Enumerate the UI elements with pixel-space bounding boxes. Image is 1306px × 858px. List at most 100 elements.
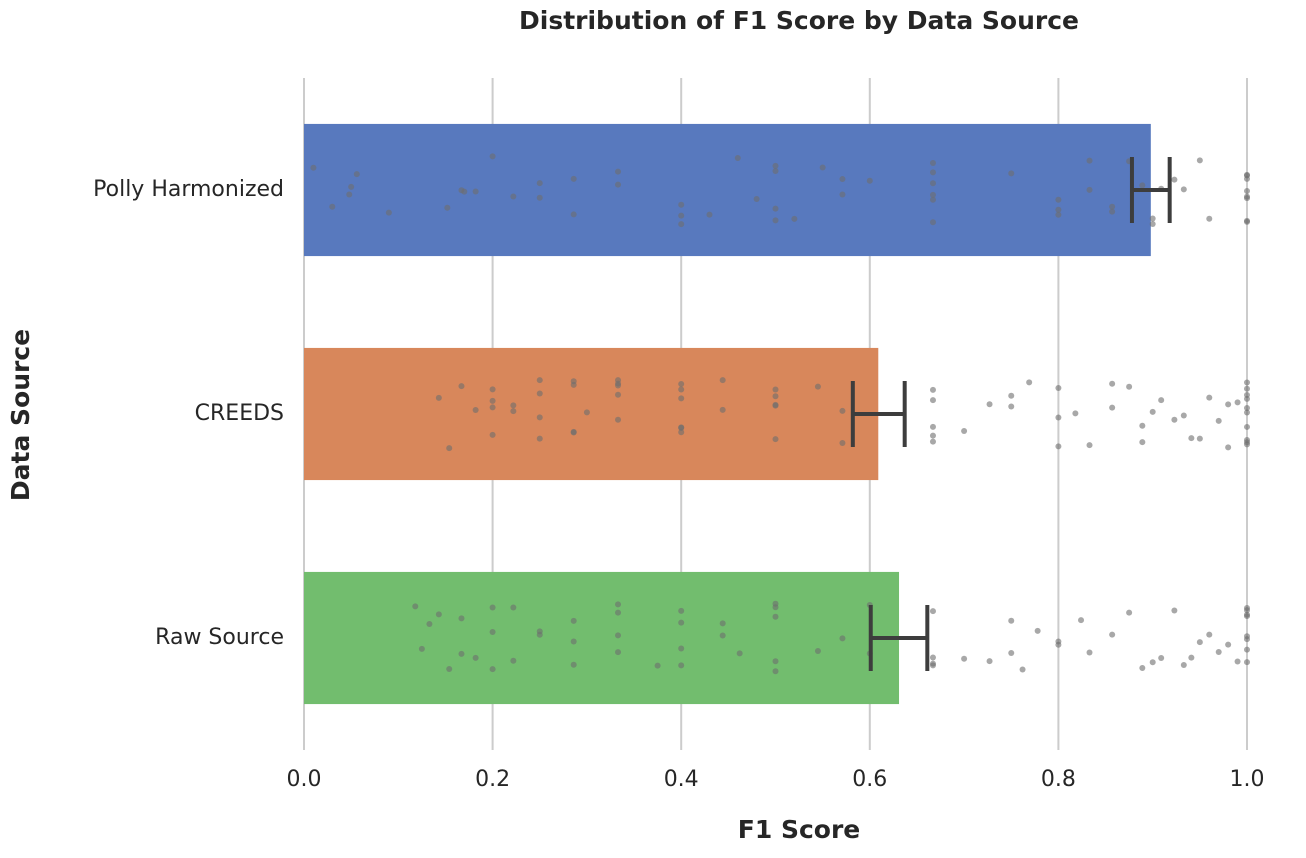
strip-point bbox=[929, 397, 936, 404]
strip-point bbox=[489, 397, 496, 404]
strip-point bbox=[772, 658, 779, 665]
strip-point bbox=[678, 429, 685, 436]
x-tick-label: 0.6 bbox=[852, 767, 887, 792]
y-tick-label: Polly Harmonized bbox=[93, 177, 284, 202]
strip-point bbox=[458, 383, 465, 390]
strip-point bbox=[772, 401, 779, 408]
strip-point bbox=[570, 638, 577, 645]
strip-point bbox=[1055, 196, 1062, 203]
strip-point bbox=[1072, 410, 1079, 417]
strip-point bbox=[1244, 171, 1250, 178]
strip-point bbox=[458, 650, 465, 657]
strip-point bbox=[1019, 666, 1026, 673]
strip-point bbox=[678, 201, 685, 208]
strip-point bbox=[1196, 639, 1203, 646]
strip-point bbox=[1196, 157, 1203, 164]
strip-point bbox=[418, 645, 425, 652]
strip-point bbox=[929, 438, 936, 445]
strip-point bbox=[839, 191, 846, 198]
strip-point bbox=[472, 654, 479, 661]
strip-point bbox=[615, 609, 622, 616]
strip-point bbox=[678, 607, 685, 614]
strip-point bbox=[510, 408, 517, 415]
strip-point bbox=[446, 445, 453, 452]
strip-point bbox=[489, 404, 496, 411]
strip-point bbox=[1139, 422, 1146, 429]
strip-point bbox=[489, 666, 496, 673]
strip-point bbox=[929, 191, 936, 198]
strip-point bbox=[461, 188, 468, 195]
strip-point bbox=[1244, 607, 1250, 614]
strip-point bbox=[772, 386, 779, 393]
strip-point bbox=[489, 153, 496, 160]
strip-point bbox=[719, 406, 726, 413]
strip-point bbox=[1158, 397, 1165, 404]
strip-point bbox=[1171, 176, 1178, 183]
strip-point bbox=[678, 619, 685, 626]
strip-point bbox=[1244, 395, 1250, 402]
strip-point bbox=[839, 407, 846, 414]
strip-point bbox=[510, 657, 517, 664]
strip-point bbox=[1078, 617, 1085, 624]
strip-point bbox=[1206, 631, 1213, 638]
strip-point bbox=[753, 195, 760, 202]
strip-point bbox=[791, 215, 798, 222]
strip-point bbox=[929, 386, 936, 393]
strip-point bbox=[1244, 441, 1250, 448]
strip-point bbox=[1109, 208, 1116, 215]
strip-point bbox=[1139, 439, 1146, 446]
strip-point bbox=[1234, 399, 1241, 406]
strip-point bbox=[929, 160, 936, 167]
x-tick-label: 0.2 bbox=[475, 767, 510, 792]
strip-point bbox=[1196, 435, 1203, 442]
strip-point bbox=[1188, 654, 1195, 661]
strip-point bbox=[1188, 435, 1195, 442]
strip-point bbox=[1008, 403, 1015, 410]
strip-point bbox=[1225, 401, 1232, 408]
bar bbox=[304, 123, 1151, 257]
strip-point bbox=[929, 219, 936, 226]
strip-point bbox=[929, 196, 936, 203]
strip-point bbox=[678, 424, 685, 431]
strip-point bbox=[1180, 662, 1187, 669]
strip-point bbox=[489, 431, 496, 438]
strip-point bbox=[1244, 613, 1250, 620]
strip-point bbox=[1171, 416, 1178, 423]
strip-point bbox=[570, 428, 577, 435]
strip-point bbox=[929, 432, 936, 439]
strip-point bbox=[929, 180, 936, 187]
strip-point bbox=[1149, 220, 1156, 227]
strip-point bbox=[678, 221, 685, 228]
strip-point bbox=[1244, 385, 1250, 392]
strip-point bbox=[435, 394, 442, 401]
strip-point bbox=[678, 380, 685, 387]
strip-point bbox=[1055, 384, 1062, 391]
strip-point bbox=[678, 395, 685, 402]
strip-point bbox=[489, 604, 496, 611]
strip-point bbox=[1149, 408, 1156, 415]
strip-point bbox=[1008, 170, 1015, 177]
strip-point bbox=[772, 604, 779, 611]
strip-point bbox=[1244, 409, 1250, 416]
strip-point bbox=[1225, 641, 1232, 648]
strip-point bbox=[1225, 444, 1232, 451]
strip-point bbox=[772, 217, 779, 224]
strip-point bbox=[1139, 665, 1146, 672]
strip-point bbox=[1055, 641, 1062, 648]
strip-point bbox=[446, 666, 453, 673]
strip-point bbox=[615, 601, 622, 608]
strip-point bbox=[678, 645, 685, 652]
strip-point bbox=[615, 168, 622, 175]
strip-point bbox=[1244, 423, 1250, 430]
strip-point bbox=[1158, 655, 1165, 662]
strip-point bbox=[719, 632, 726, 639]
strip-point bbox=[510, 193, 517, 200]
strip-point bbox=[412, 603, 419, 610]
strip-point bbox=[1244, 218, 1250, 225]
strip-point bbox=[489, 629, 496, 636]
strip-point bbox=[839, 635, 846, 642]
strip-point bbox=[1055, 414, 1062, 421]
strip-point bbox=[536, 631, 543, 638]
bar bbox=[304, 571, 900, 705]
